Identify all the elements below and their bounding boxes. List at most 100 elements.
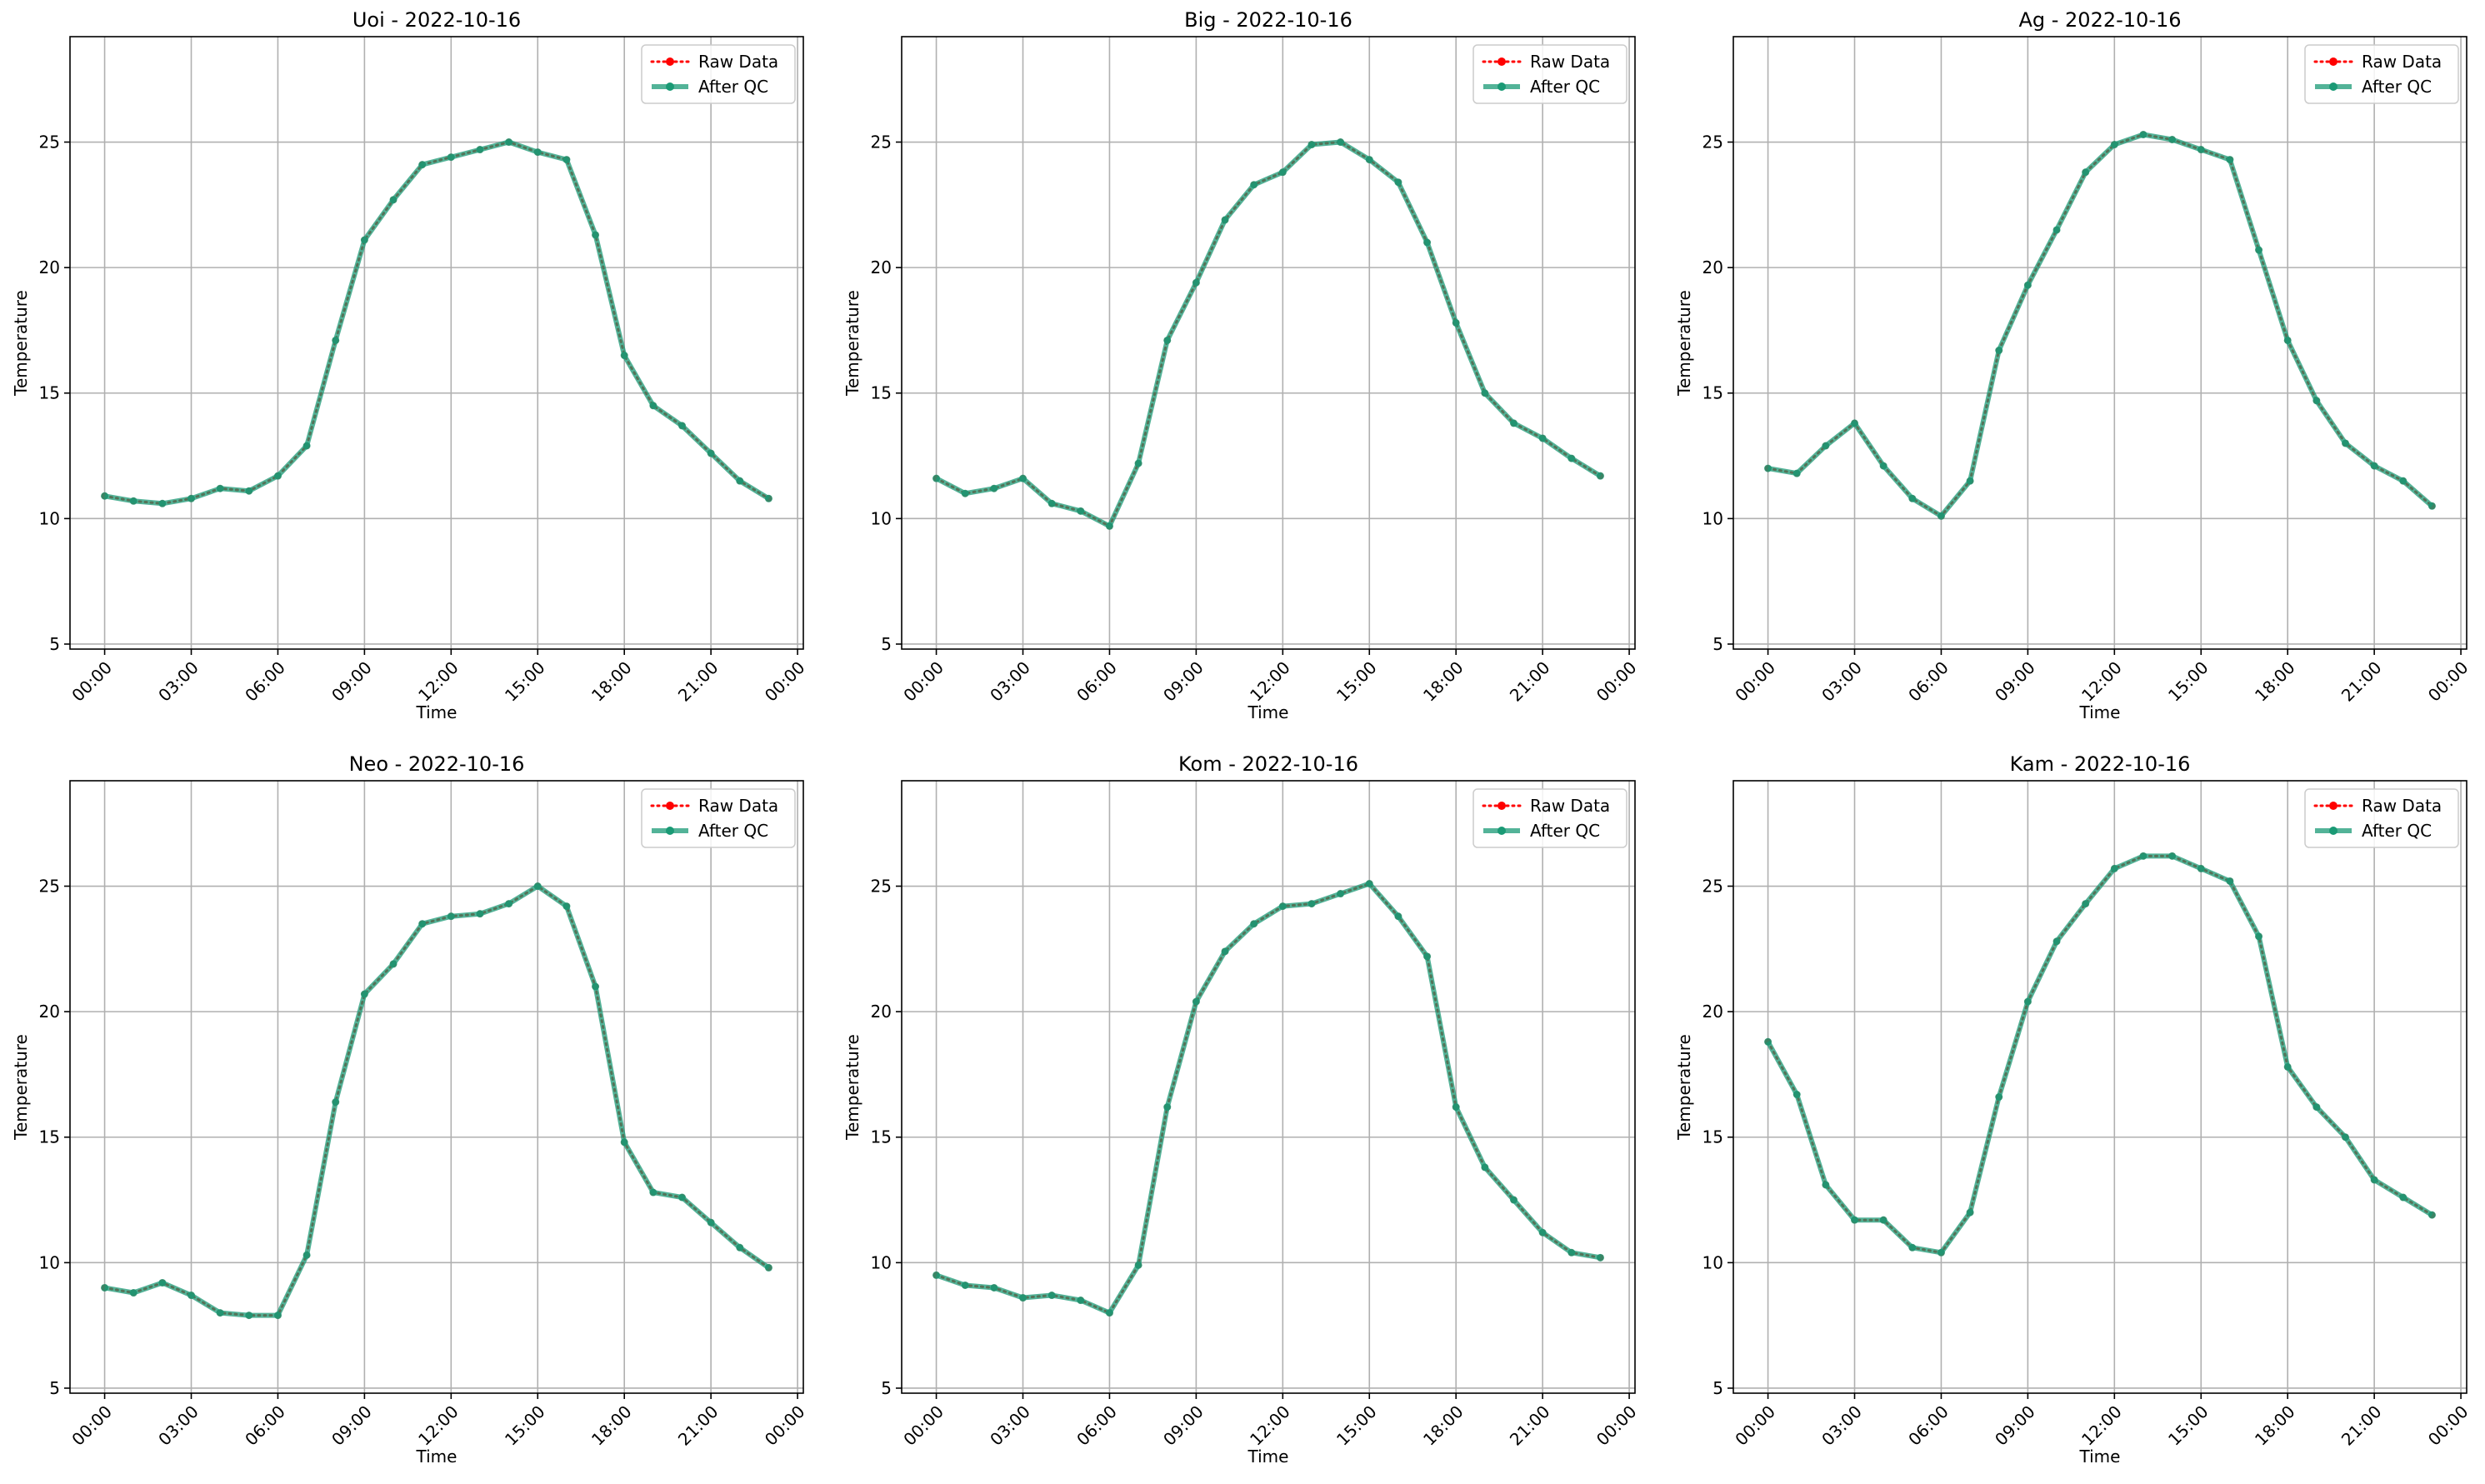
legend-label: Raw Data [2362, 796, 2442, 816]
after-qc-point [2197, 146, 2205, 154]
after-qc-point [1308, 141, 1316, 149]
after-qc-point [2139, 130, 2148, 138]
y-tick-label: 5 [49, 1378, 60, 1398]
after-qc-point [1192, 278, 1200, 287]
x-axis-label: Time [416, 702, 458, 722]
x-tick-label: 00:00 [1731, 657, 1779, 706]
after-qc-point [2283, 336, 2292, 344]
after-qc-point [1221, 947, 1229, 956]
x-tick-label: 06:00 [1904, 657, 1952, 706]
after-qc-point [1019, 474, 1028, 482]
after-qc-point [360, 236, 368, 244]
chart-panel-2: 00:00 03:00 06:00 09:00 12:00 15:00 18:00 21:00… [1674, 8, 2472, 722]
after-qc-point [2226, 877, 2234, 885]
after-qc-point [932, 1271, 941, 1279]
x-tick-label: 03:00 [154, 1402, 202, 1450]
x-tick-label: 21:00 [2338, 1402, 2386, 1450]
after-qc-point [592, 231, 600, 239]
after-qc-line [104, 883, 771, 1318]
after-qc-point [1764, 464, 1772, 472]
y-tick-label: 15 [39, 1127, 60, 1147]
legend-marker-after-qc [666, 827, 674, 835]
after-qc-point [1851, 1216, 1859, 1224]
axes-frame [901, 36, 1636, 650]
after-qc-point [1908, 494, 1917, 502]
after-qc-point [273, 472, 282, 480]
y-tick-label: 5 [881, 1378, 892, 1398]
after-qc-point [2110, 141, 2118, 149]
after-qc-point [389, 960, 398, 968]
after-qc-point [1596, 1253, 1604, 1262]
x-tick-label: 15:00 [2164, 657, 2212, 706]
x-tick-label: 18:00 [1419, 1402, 1468, 1450]
after-qc-point [1105, 522, 1113, 530]
after-qc-point [1568, 454, 1576, 462]
raw-data-line [935, 882, 1602, 1315]
chart-title: Uoi - 2022-10-16 [352, 8, 521, 32]
after-qc-point [2226, 156, 2234, 164]
legend-marker-after-qc [1498, 827, 1506, 835]
after-qc-point [302, 442, 311, 450]
x-tick-label: 09:00 [1159, 657, 1208, 706]
y-axis-label: Temperature [11, 290, 31, 397]
legend-label: After QC [698, 821, 768, 841]
raw-data-line [103, 884, 770, 1317]
x-tick-label: 18:00 [588, 1402, 636, 1450]
after-qc-point [592, 982, 600, 991]
x-tick-label: 09:00 [328, 1402, 376, 1450]
after-qc-point [2110, 864, 2118, 872]
after-qc-point [1077, 507, 1085, 515]
x-axis-label: Time [2079, 702, 2121, 722]
after-qc-point [245, 1312, 253, 1320]
chart-panel-3: 00:00 03:00 06:00 09:00 12:00 15:00 18:00 21:00… [11, 752, 809, 1467]
x-tick-label: 15:00 [1332, 1402, 1381, 1450]
y-axis-label: Temperature [842, 290, 862, 397]
after-qc-point [764, 494, 772, 502]
after-qc-point [188, 494, 196, 502]
after-qc-point [2082, 900, 2090, 908]
after-qc-point [476, 910, 484, 918]
x-tick-label: 15:00 [1332, 657, 1381, 706]
after-qc-point [1365, 156, 1373, 164]
after-qc-point [1337, 890, 1345, 898]
y-tick-label: 5 [1712, 1378, 1723, 1398]
x-tick-label: 12:00 [414, 657, 462, 706]
x-tick-label: 03:00 [986, 657, 1034, 706]
after-qc-point [332, 336, 340, 344]
legend-label: After QC [1530, 821, 1600, 841]
after-qc-point [1337, 138, 1345, 147]
x-axis-label: Time [1248, 1447, 1289, 1467]
after-qc-point [764, 1263, 772, 1272]
y-tick-label: 15 [871, 1127, 892, 1147]
x-tick-label: 03:00 [986, 1402, 1034, 1450]
x-tick-label: 06:00 [1904, 1402, 1952, 1450]
after-qc-point [302, 1251, 311, 1259]
after-qc-point [332, 1098, 340, 1107]
after-qc-point [2428, 502, 2436, 510]
after-qc-point [961, 489, 969, 497]
after-qc-point [736, 477, 744, 485]
after-qc-point [1394, 912, 1402, 921]
legend-label: Raw Data [1530, 52, 1610, 72]
after-qc-point [216, 484, 224, 492]
after-qc-point [1822, 1181, 1830, 1189]
after-qc-point [1538, 1228, 1547, 1237]
y-tick-label: 25 [39, 877, 60, 897]
axes-frame [69, 36, 804, 650]
after-qc-point [1822, 442, 1830, 450]
chart-panel-1: 00:00 03:00 06:00 09:00 12:00 15:00 18:00 21:00… [842, 8, 1641, 722]
x-tick-label: 06:00 [241, 1402, 289, 1450]
after-qc-point [2399, 477, 2408, 485]
after-qc-point [2312, 1103, 2321, 1112]
legend-marker-raw-data [1498, 802, 1506, 810]
after-qc-point [1908, 1243, 1917, 1252]
after-qc-point [2139, 852, 2148, 860]
y-tick-label: 10 [39, 508, 60, 528]
chart-title: Kam - 2022-10-16 [2010, 752, 2191, 776]
after-qc-point [2082, 168, 2090, 177]
after-qc-line [104, 139, 770, 507]
x-tick-label: 03:00 [154, 657, 202, 706]
x-tick-label: 03:00 [1818, 1402, 1866, 1450]
x-tick-label: 09:00 [1991, 657, 2039, 706]
y-tick-label: 20 [1702, 1002, 1723, 1022]
